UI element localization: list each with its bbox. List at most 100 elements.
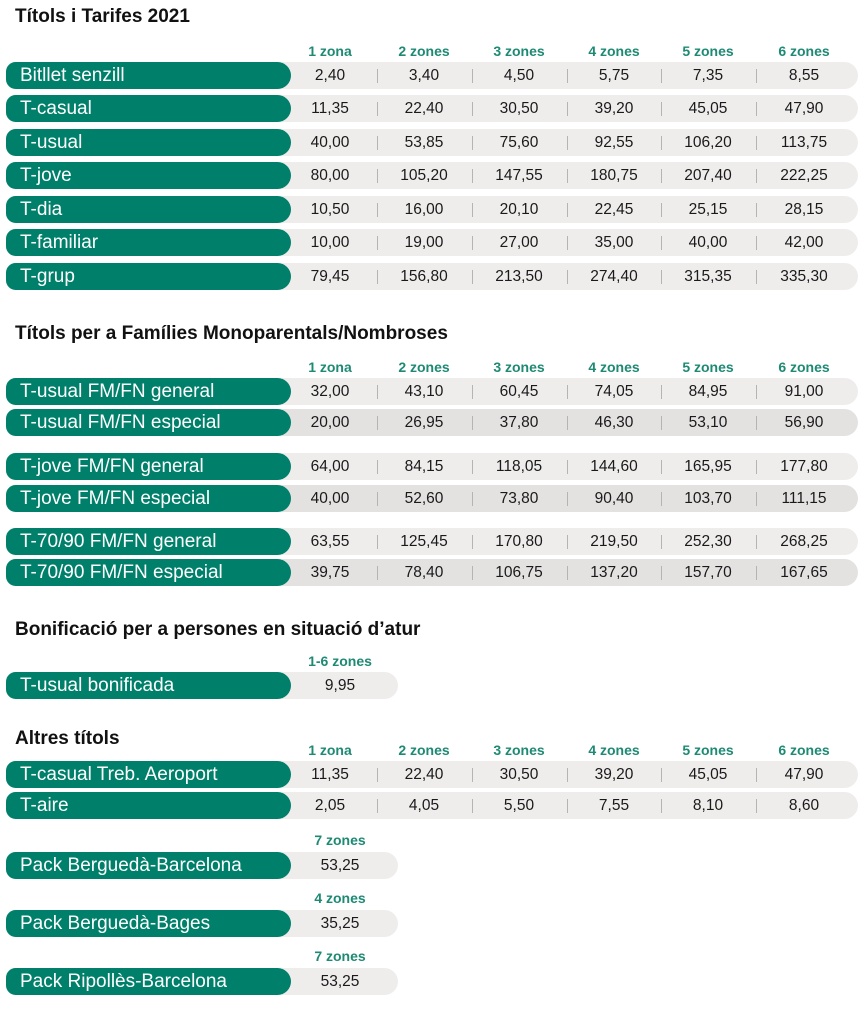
fare-value: 39,75 xyxy=(310,564,350,581)
fare-row: 11,35 22,40 30,50 39,20 45,05 47,90 T-casual T… xyxy=(6,761,858,788)
fare-value: 22,40 xyxy=(404,766,444,783)
fare-values: 40,00 52,60 73,80 90,40 103,70 111,15 xyxy=(282,485,858,512)
pack-zone-header: 7 zones xyxy=(0,947,866,973)
fare-value: 3,40 xyxy=(408,67,440,84)
column-divider xyxy=(472,69,473,83)
fare-value: 84,15 xyxy=(404,458,444,475)
pack-value: 35,25 xyxy=(320,915,360,932)
fare-value: 45,05 xyxy=(688,766,728,783)
fare-value: 219,50 xyxy=(590,533,638,550)
zone-header: 6 zones xyxy=(759,42,849,60)
fare-label: T-70/90 FM/FN general xyxy=(6,528,291,555)
fare-label: T-usual bonificada xyxy=(6,672,291,699)
column-divider xyxy=(756,69,757,83)
column-divider xyxy=(756,460,757,474)
fare-label: T-dia xyxy=(6,196,291,223)
fare-value: 7,55 xyxy=(598,797,630,814)
column-divider xyxy=(567,69,568,83)
column-divider xyxy=(567,460,568,474)
fare-value: 26,95 xyxy=(404,414,444,431)
column-divider xyxy=(661,535,662,549)
zone-header: 5 zones xyxy=(663,358,753,376)
fare-value: 84,95 xyxy=(688,383,728,400)
fare-value: 105,20 xyxy=(400,167,448,184)
fare-value: 37,80 xyxy=(499,414,539,431)
column-divider xyxy=(661,799,662,813)
fare-value: 8,60 xyxy=(788,797,820,814)
fare-value: 90,40 xyxy=(594,490,634,507)
pack-values: 35,25 xyxy=(282,910,398,937)
fare-label: T-jove FM/FN especial xyxy=(6,485,291,512)
column-divider xyxy=(377,169,378,183)
fare-row: 2,40 3,40 4,50 5,75 7,35 8,55 Bitllet senzill xyxy=(6,62,858,89)
column-divider xyxy=(472,270,473,284)
fare-value: 63,55 xyxy=(310,533,350,550)
column-divider xyxy=(661,169,662,183)
column-divider xyxy=(472,203,473,217)
zone-header: 5 zones xyxy=(663,42,753,60)
column-divider xyxy=(567,416,568,430)
pack-label: Pack Ripollès-Barcelona xyxy=(6,968,291,995)
zone-header: 2 zones xyxy=(379,358,469,376)
fare-value: 144,60 xyxy=(590,458,638,475)
fare-value: 315,35 xyxy=(684,268,732,285)
column-divider xyxy=(472,385,473,399)
pack-values: 53,25 xyxy=(282,968,398,995)
column-divider xyxy=(661,203,662,217)
column-divider xyxy=(472,236,473,250)
fare-label: T-usual FM/FN especial xyxy=(6,409,291,436)
fare-value: 53,85 xyxy=(404,134,444,151)
column-divider xyxy=(472,102,473,116)
column-divider xyxy=(661,460,662,474)
fare-value: 7,35 xyxy=(692,67,724,84)
fare-value: 25,15 xyxy=(688,201,728,218)
fare-value: 16,00 xyxy=(404,201,444,218)
fare-label: Bitllet senzill xyxy=(6,62,291,89)
fare-values: 20,00 26,95 37,80 46,30 53,10 56,90 xyxy=(282,409,858,436)
fare-value: 111,15 xyxy=(781,490,827,507)
column-divider xyxy=(661,768,662,782)
fare-value: 91,00 xyxy=(784,383,824,400)
fare-value: 10,50 xyxy=(310,201,350,218)
column-divider xyxy=(377,460,378,474)
fare-values: 40,00 53,85 75,60 92,55 106,20 113,75 xyxy=(282,129,858,156)
column-divider xyxy=(377,492,378,506)
column-divider xyxy=(756,566,757,580)
zone-header: 1 zona xyxy=(285,42,375,60)
fare-value: 165,95 xyxy=(684,458,732,475)
zone-header-row: 1 zona 2 zones 3 zones 4 zones 5 zones 6 zone… xyxy=(0,42,866,68)
fare-row: 2,05 4,05 5,50 7,55 8,10 8,60 T-aire xyxy=(6,792,858,819)
fare-value: 180,75 xyxy=(590,167,638,184)
column-divider xyxy=(377,799,378,813)
zone-header: 3 zones xyxy=(474,358,564,376)
zone-header: 4 zones xyxy=(569,358,659,376)
fare-row: 40,00 52,60 73,80 90,40 103,70 111,15 T-jove F… xyxy=(6,485,858,512)
fare-value: 207,40 xyxy=(684,167,732,184)
fare-value: 22,45 xyxy=(594,201,634,218)
fare-row: 10,50 16,00 20,10 22,45 25,15 28,15 T-dia xyxy=(6,196,858,223)
fare-value: 74,05 xyxy=(594,383,634,400)
fare-value: 30,50 xyxy=(499,100,539,117)
fare-value: 106,75 xyxy=(495,564,543,581)
fare-value: 45,05 xyxy=(688,100,728,117)
fare-label: T-grup xyxy=(6,263,291,290)
pack-value: 53,25 xyxy=(320,857,360,874)
fare-value: 30,50 xyxy=(499,766,539,783)
zone-header: 1-6 zones xyxy=(295,652,385,670)
zone-header-row: 1 zona 2 zones 3 zones 4 zones 5 zones 6 zone… xyxy=(0,741,866,767)
pack-zone-header: 7 zones xyxy=(0,831,866,857)
fare-values: 10,00 19,00 27,00 35,00 40,00 42,00 xyxy=(282,229,858,256)
column-divider xyxy=(567,566,568,580)
fare-value: 79,45 xyxy=(310,268,350,285)
fare-value: 56,90 xyxy=(784,414,824,431)
fare-value: 274,40 xyxy=(590,268,638,285)
column-divider xyxy=(567,136,568,150)
fare-row: 20,00 26,95 37,80 46,30 53,10 56,90 T-usual FM… xyxy=(6,409,858,436)
fare-values: 80,00 105,20 147,55 180,75 207,40 222,25 xyxy=(282,162,858,189)
column-divider xyxy=(472,535,473,549)
column-divider xyxy=(567,102,568,116)
column-divider xyxy=(756,492,757,506)
fare-value: 47,90 xyxy=(784,766,824,783)
fare-value: 47,90 xyxy=(784,100,824,117)
fare-label: T-casual Treb. Aeroport xyxy=(6,761,291,788)
